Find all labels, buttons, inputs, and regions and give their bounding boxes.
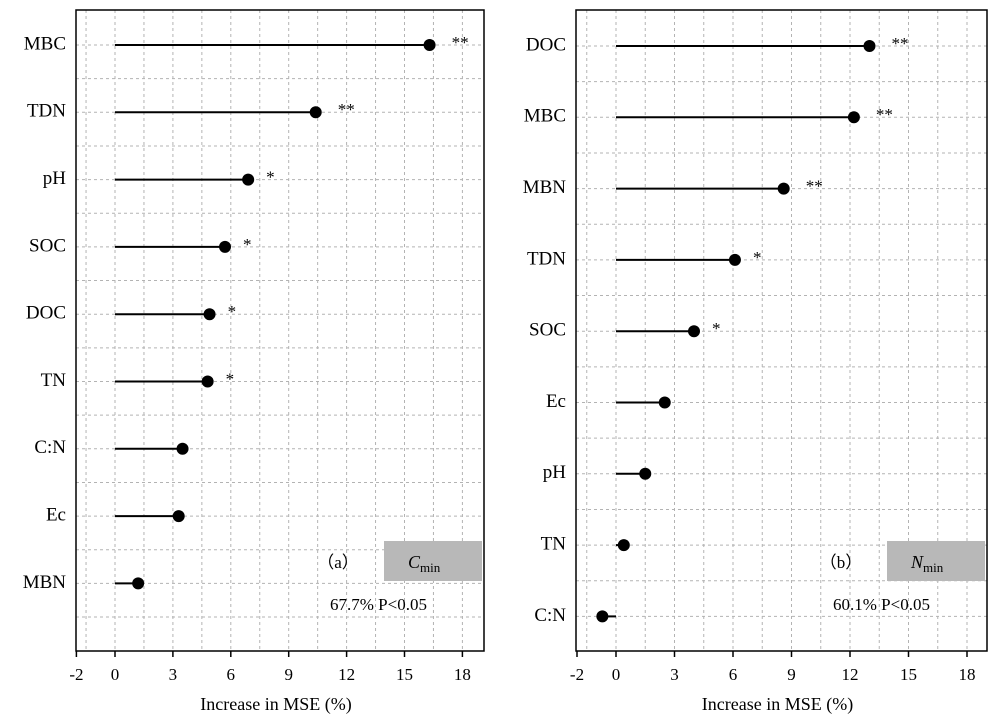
x-tick-label: 6 [227,665,236,684]
model-note: 60.1% P<0.05 [833,595,930,614]
x-tick-label: 12 [338,665,355,684]
variable-box [384,541,482,581]
significance-label: ** [806,177,823,196]
x-axis-label: Increase in MSE (%) [200,694,351,715]
lollipop-point [201,375,214,388]
x-tick-label: -2 [69,665,83,684]
x-tick-label: 9 [787,665,796,684]
lollipop-point [777,182,790,195]
lollipop-point [728,253,741,266]
significance-label: * [712,319,721,338]
category-label: SOC [529,320,566,341]
significance-label: ** [892,34,909,53]
lollipop-point [423,39,436,51]
variable-subscript: min [923,560,944,575]
lollipop-point [617,539,630,552]
category-label: MBN [523,177,567,198]
x-tick-label: 0 [612,665,621,684]
x-tick-label: 6 [729,665,738,684]
lollipop-point [688,325,700,338]
x-tick-label: 9 [284,665,293,684]
lollipop-point [219,240,232,253]
x-tick-label: 12 [842,665,859,684]
x-tick-label: 0 [111,665,120,684]
model-note: 67.7% P<0.05 [330,595,427,614]
significance-label: ** [452,33,469,52]
category-label: pH [43,168,67,189]
category-label: MBC [524,106,566,127]
significance-label: * [753,248,762,267]
lollipop-point [172,510,185,523]
category-label: C:N [534,605,566,626]
category-label: Ec [546,391,566,412]
category-label: TDN [27,101,66,122]
x-axis-label: Increase in MSE (%) [702,694,853,715]
lollipop-point [203,308,216,321]
lollipop-point [176,442,189,455]
significance-label: ** [876,105,893,124]
category-label: Ec [46,504,66,525]
category-label: pH [543,462,567,483]
plot-frame [575,9,988,652]
lollipop-point [863,40,876,52]
lollipop-point [847,111,860,124]
lollipop-point [242,173,255,186]
x-tick-label: 18 [959,665,976,684]
category-label: MBN [23,572,67,593]
lollipop-point [639,467,652,480]
category-label: MBC [24,33,66,54]
x-tick-label: 15 [900,665,917,684]
significance-label: * [226,369,235,388]
panel-tag: （a） [317,553,359,572]
x-tick-label: 18 [454,665,471,684]
category-label: TDN [527,248,566,269]
variable-subscript: min [420,560,441,575]
category-label: SOC [29,235,66,256]
x-tick-label: 3 [670,665,679,684]
x-tick-label: 3 [169,665,178,684]
significance-label: * [228,302,237,321]
category-label: DOC [526,34,566,55]
category-label: C:N [34,437,66,458]
x-tick-label: 15 [396,665,413,684]
significance-label: * [266,168,275,187]
category-label: TN [541,533,567,554]
x-tick-label: -2 [570,665,584,684]
plot-frame [75,9,485,652]
significance-label: ** [338,100,355,119]
significance-label: * [243,235,252,254]
lollipop-point [132,577,145,590]
category-label: TN [41,370,67,391]
category-label: DOC [26,303,66,324]
panel-tag: （b） [820,553,863,572]
lollipop-point [309,106,322,119]
lollipop-point [658,396,671,409]
variable-box [887,541,985,581]
lollipop-point [596,610,609,623]
